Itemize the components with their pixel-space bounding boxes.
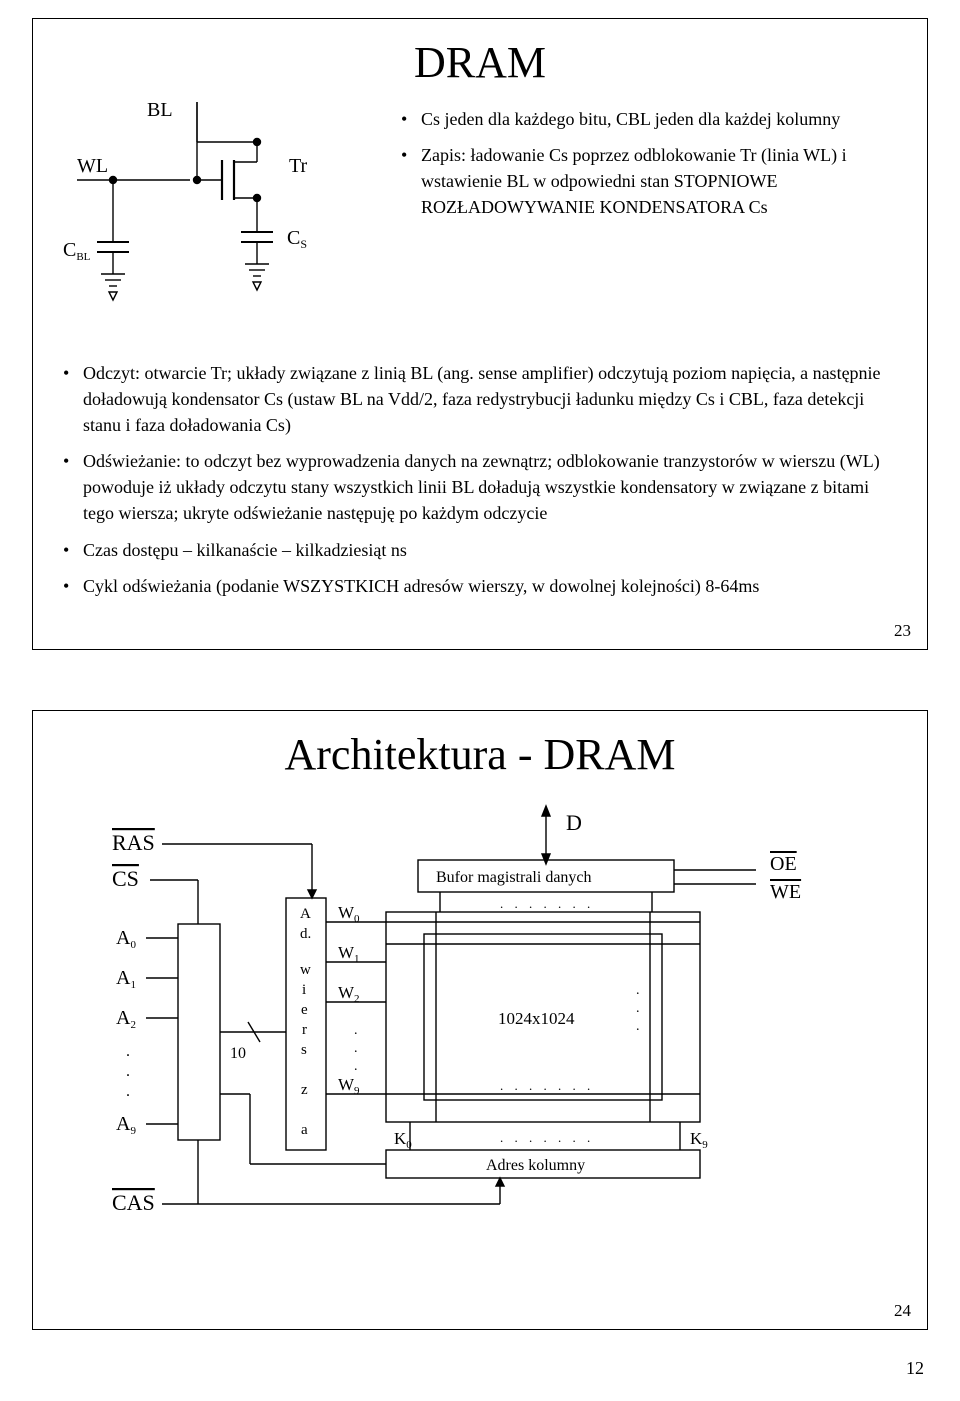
label-10: 10: [230, 1045, 246, 1062]
bullet-main-2: Czas dostępu – kilkanaście – kilkadziesi…: [57, 537, 903, 563]
slide1-top-row: BL WL: [57, 102, 903, 332]
label-CAS: CAS: [112, 1190, 155, 1215]
svg-text:.: .: [126, 1063, 130, 1080]
label-A0: A0: [116, 927, 136, 951]
label-WL: WL: [77, 155, 108, 177]
label-CS: CS: [112, 866, 139, 891]
slide1-title: DRAM: [57, 37, 903, 88]
label-W1: W1: [338, 943, 360, 965]
dec-8: z: [301, 1082, 308, 1098]
label-A2: A2: [116, 1007, 136, 1031]
arch-diagram: RAS CS A0 A1 A2 . . . A9 CAS: [57, 794, 903, 1274]
dots-top: . . . . . . .: [500, 896, 594, 911]
label-W9: W9: [338, 1075, 360, 1097]
slide-arch-dram: Architektura - DRAM RAS CS A0 A1 A2 . . …: [32, 710, 928, 1330]
label-A1: A1: [116, 967, 136, 991]
dots-bot: . . . . . . .: [500, 1078, 594, 1093]
dots-k: . . . . . . .: [500, 1130, 594, 1145]
slide1-main-bullets: Odczyt: otwarcie Tr; układy związane z l…: [57, 360, 903, 599]
dec-7: s: [301, 1042, 307, 1058]
bullet-main-0: Odczyt: otwarcie Tr; układy związane z l…: [57, 360, 903, 438]
dec-1: d.: [300, 926, 311, 942]
label-CS: CS: [287, 227, 307, 251]
svg-text:.: .: [354, 1059, 358, 1074]
dec-9: a: [301, 1122, 308, 1138]
label-Tr: Tr: [289, 155, 308, 177]
label-matrix: 1024x1024: [498, 1009, 575, 1028]
svg-text:.: .: [636, 1019, 640, 1034]
label-D: D: [566, 810, 582, 835]
label-A9: A9: [116, 1113, 136, 1137]
svg-text:.: .: [354, 1023, 358, 1038]
dec-4: i: [302, 982, 306, 998]
label-coladdr: Adres kolumny: [486, 1157, 585, 1174]
label-K9: K9: [690, 1129, 708, 1151]
dec-5: e: [301, 1002, 308, 1018]
label-WE: WE: [770, 881, 801, 903]
svg-text:.: .: [126, 1083, 130, 1100]
svg-text:.: .: [636, 1001, 640, 1016]
bullet-top-0: Cs jeden dla każdego bitu, CBL jeden dla…: [395, 106, 903, 132]
label-bufor: Bufor magistrali danych: [436, 869, 592, 886]
bullet-main-1: Odświeżanie: to odczyt bez wyprowadzenia…: [57, 448, 903, 526]
dec-3: w: [300, 962, 311, 978]
slide2-title: Architektura - DRAM: [57, 729, 903, 780]
dec-0: A: [300, 906, 311, 922]
svg-text:.: .: [636, 983, 640, 998]
label-W0: W0: [338, 903, 360, 925]
label-RAS: RAS: [112, 830, 155, 855]
label-W2: W2: [338, 983, 360, 1005]
slide1-top-bullets: Cs jeden dla każdego bitu, CBL jeden dla…: [395, 102, 903, 230]
global-page-number: 12: [0, 1358, 924, 1379]
dec-6: r: [302, 1022, 307, 1038]
bullet-top-1: Zapis: ładowanie Cs poprzez odblokowanie…: [395, 142, 903, 220]
slide2-page-number: 24: [894, 1301, 911, 1321]
slide-dram: DRAM BL WL: [32, 18, 928, 650]
slide1-page-number: 23: [894, 621, 911, 641]
label-OE: OE: [770, 853, 797, 875]
svg-text:.: .: [354, 1041, 358, 1056]
label-CBL: CBL: [63, 239, 91, 263]
dram-cell-circuit: BL WL: [57, 102, 377, 332]
label-Adots: .: [126, 1043, 130, 1060]
label-BL: BL: [147, 102, 173, 121]
bullet-main-3: Cykl odświeżania (podanie WSZYSTKICH adr…: [57, 573, 903, 599]
